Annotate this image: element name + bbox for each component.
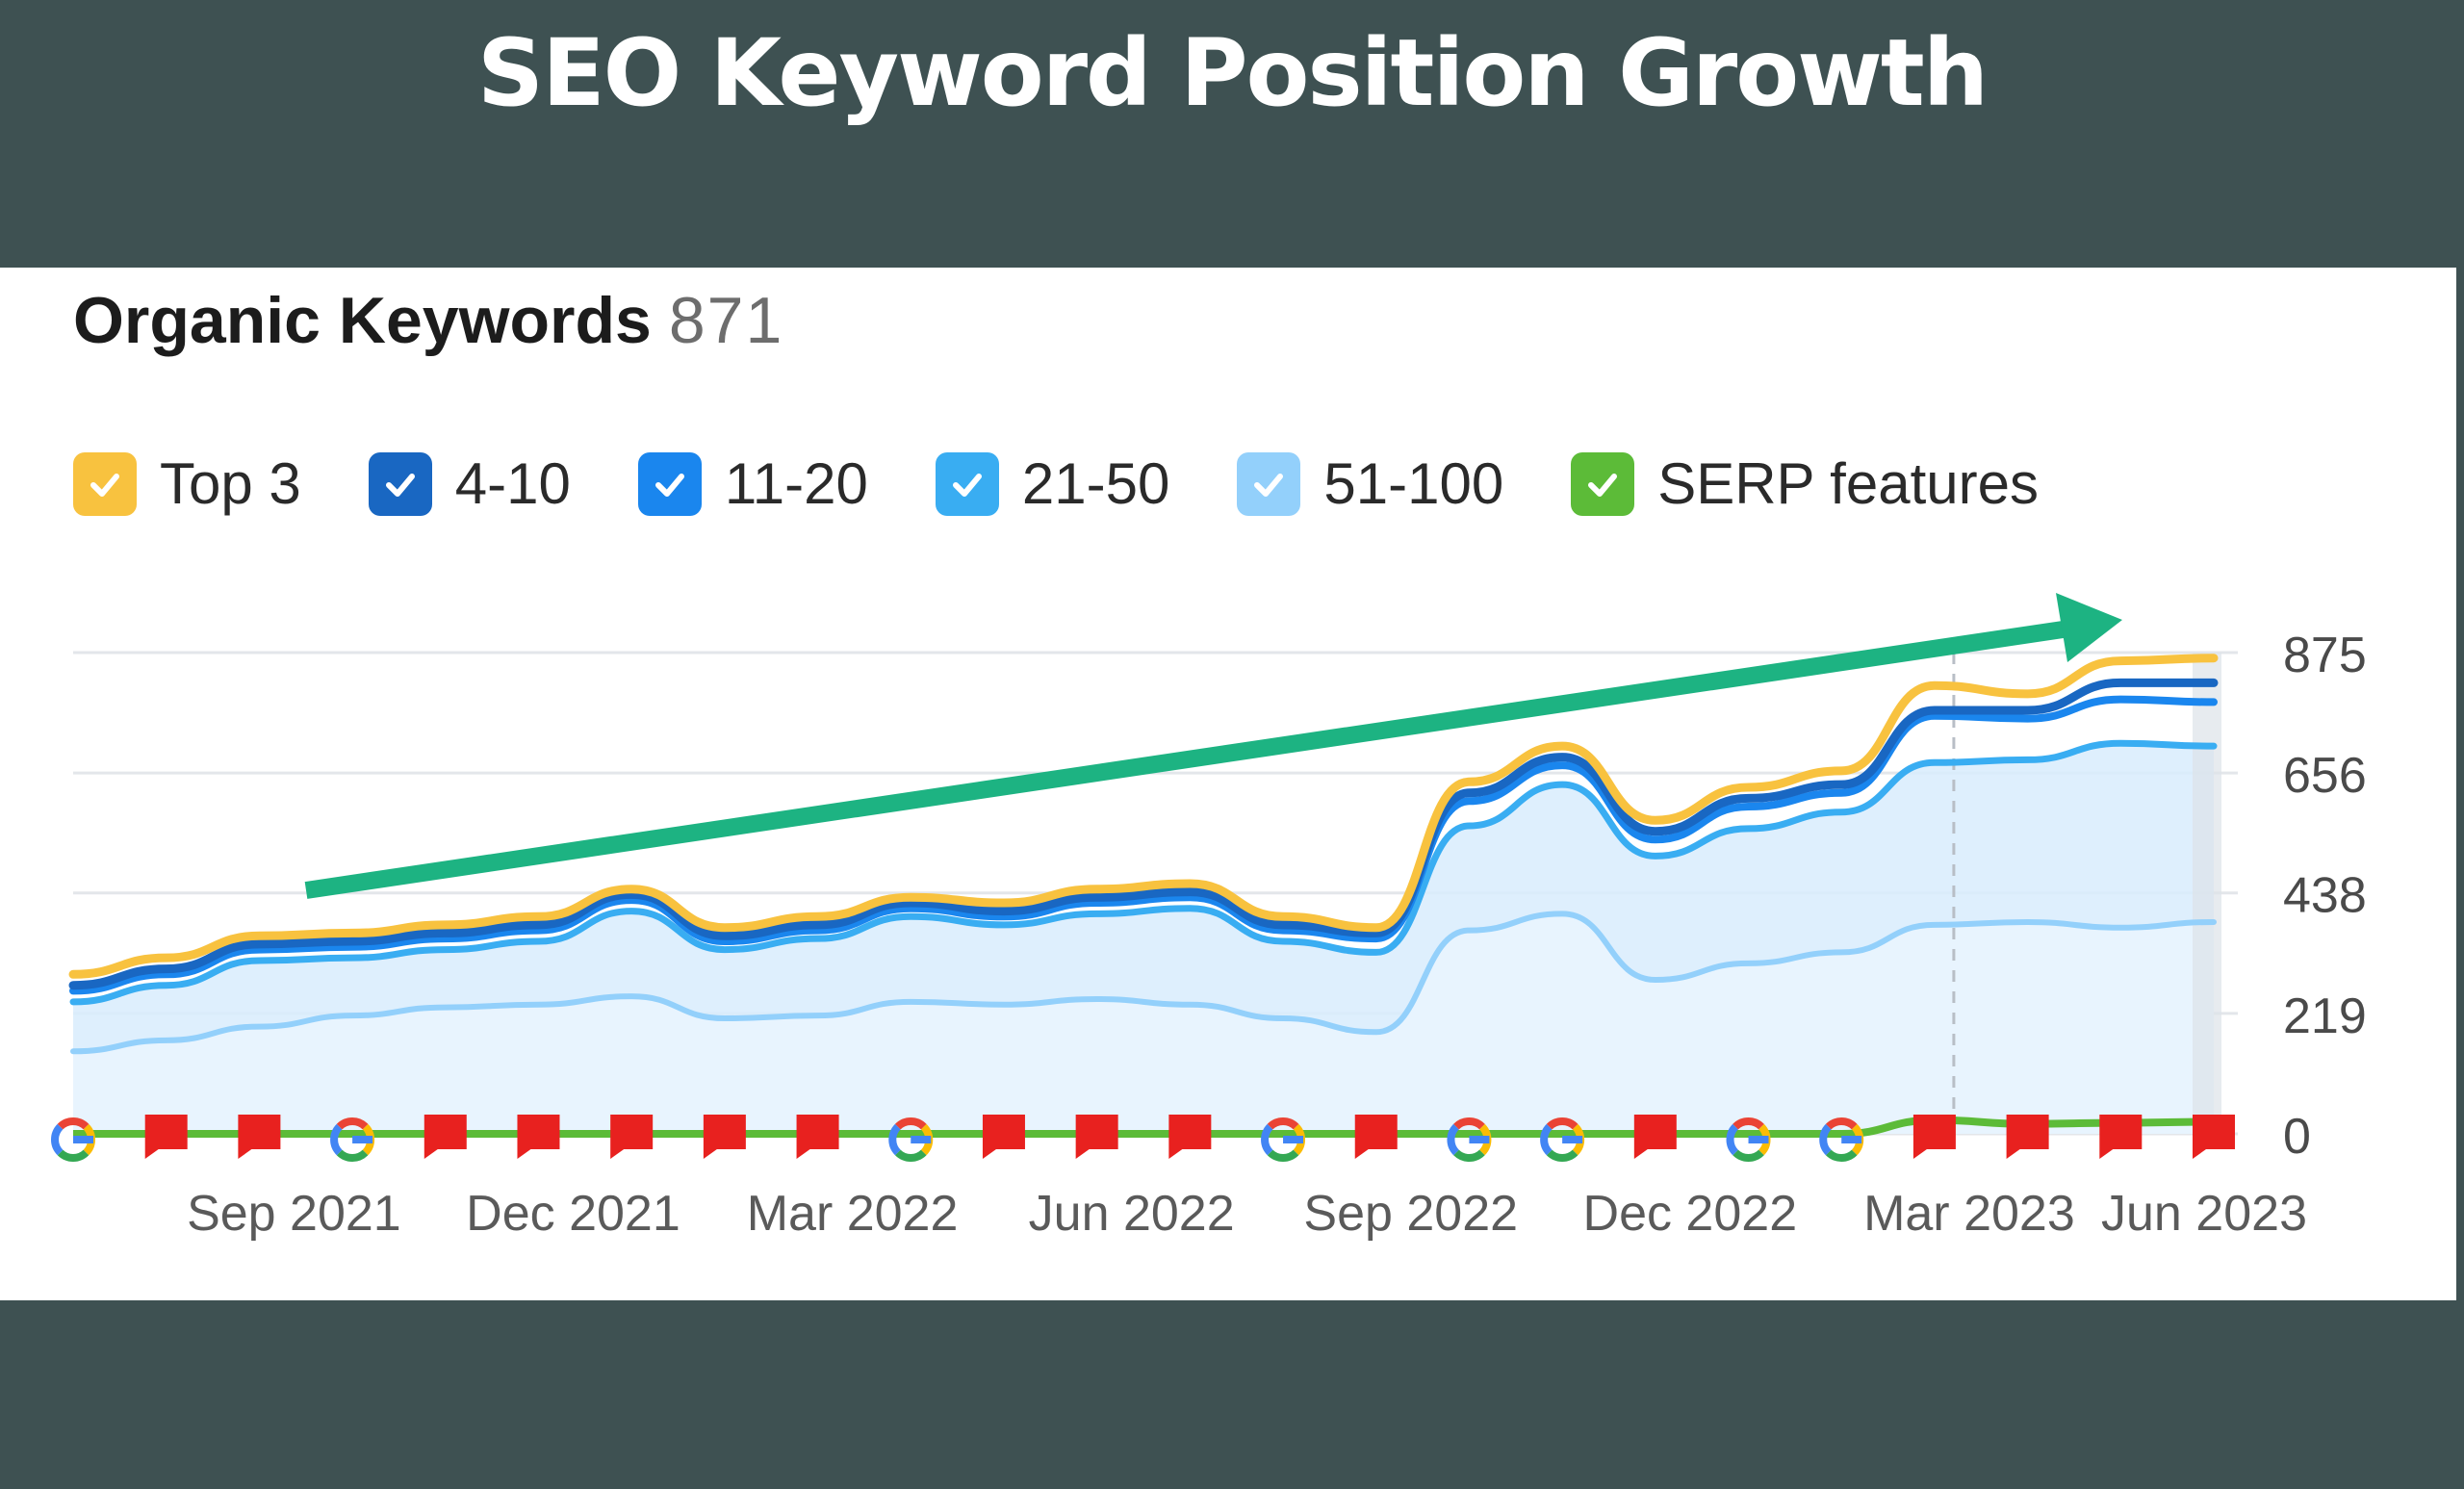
flag-marker-icon xyxy=(610,1115,654,1159)
area-51-100-overlay xyxy=(73,913,2214,1134)
x-tick-label: Mar 2022 xyxy=(747,1186,959,1242)
flag-marker-icon xyxy=(424,1115,467,1159)
checkbox-4-10[interactable] xyxy=(368,451,432,516)
series-11-20-line xyxy=(69,695,2218,995)
panel-title: Organic Keywords 871 xyxy=(73,283,783,358)
checkbox-serp-features[interactable] xyxy=(1571,451,1635,516)
y-tick-label: 875 xyxy=(2283,628,2367,683)
flag-marker-icon xyxy=(1168,1115,1212,1159)
x-tick-label: Mar 2023 xyxy=(1863,1186,2075,1242)
google-marker-icon xyxy=(1726,1117,1771,1162)
x-tick-label: Jun 2023 xyxy=(2101,1186,2307,1242)
trend-arrow-shaft xyxy=(304,620,2071,899)
check-icon xyxy=(1254,473,1284,497)
checkbox-51-100[interactable] xyxy=(1237,451,1301,516)
google-marker-icon xyxy=(1819,1117,1864,1162)
y-tick-label: 438 xyxy=(2283,868,2367,924)
check-icon xyxy=(1588,473,1618,497)
y-tick-label: 219 xyxy=(2283,988,2367,1044)
google-marker-icon xyxy=(51,1117,95,1162)
flag-marker-icon xyxy=(2193,1115,2235,1159)
check-icon xyxy=(90,473,119,497)
legend-label: 11-20 xyxy=(724,451,868,516)
legend: Top 3 4-10 11-20 21-50 51-100 SERP featu… xyxy=(73,450,2106,517)
google-marker-icon xyxy=(1261,1117,1305,1162)
flag-marker-icon xyxy=(2006,1115,2049,1159)
flag-marker-icon xyxy=(2099,1115,2143,1159)
keywords-area-chart: 0 219 438 656 875 Sep 2021 Dec 2021 Mar 2022 Jun… xyxy=(51,593,2367,1242)
google-marker-icon xyxy=(888,1117,934,1162)
legend-label: 21-50 xyxy=(1021,451,1170,516)
organic-keywords-panel: Organic Keywords 871 Top 3 4-10 11-20 21-… xyxy=(0,268,2456,1300)
flag-marker-icon xyxy=(1354,1115,1398,1159)
check-icon xyxy=(385,473,415,497)
current-period-shade xyxy=(2193,653,2221,1134)
trend-arrow-head xyxy=(2056,593,2122,662)
y-tick-label: 0 xyxy=(2283,1109,2311,1165)
checkbox-11-20[interactable] xyxy=(637,451,702,516)
legend-label: 51-100 xyxy=(1323,451,1504,516)
y-tick-label: 656 xyxy=(2283,748,2367,804)
google-marker-icon xyxy=(1540,1117,1585,1162)
series-top3-line xyxy=(68,654,2219,979)
google-marker-icon xyxy=(1447,1117,1492,1162)
legend-label: 4-10 xyxy=(454,451,571,516)
headline-title: SEO Keyword Position Growth xyxy=(476,19,1989,127)
flag-marker-icon xyxy=(703,1115,746,1159)
x-tick-label: Jun 2022 xyxy=(1029,1186,1235,1242)
legend-label: SERP features xyxy=(1657,451,2039,516)
legend-item-11-20[interactable]: 11-20 xyxy=(637,450,868,517)
flag-marker-icon xyxy=(796,1115,839,1159)
legend-item-21-50[interactable]: 21-50 xyxy=(935,450,1170,517)
legend-item-51-100[interactable]: 51-100 xyxy=(1237,450,1503,517)
keyword-count: 871 xyxy=(668,284,784,357)
panel-title-text: Organic Keywords xyxy=(73,284,652,357)
x-tick-label: Sep 2021 xyxy=(187,1186,401,1242)
checkbox-top3[interactable] xyxy=(73,451,137,516)
checkbox-21-50[interactable] xyxy=(935,451,999,516)
flag-marker-icon xyxy=(1633,1115,1677,1159)
legend-item-4-10[interactable]: 4-10 xyxy=(368,450,571,517)
check-icon xyxy=(654,473,684,497)
series-51-100-line xyxy=(70,911,2217,1055)
series-21-50-line xyxy=(69,739,2218,1006)
flag-marker-icon xyxy=(982,1115,1025,1159)
flag-marker-icon xyxy=(1075,1115,1118,1159)
flag-marker-icon xyxy=(144,1115,188,1159)
legend-item-top3[interactable]: Top 3 xyxy=(73,450,301,517)
series-4-10-line xyxy=(68,678,2219,990)
x-tick-label: Dec 2022 xyxy=(1583,1186,1798,1242)
x-tick-label: Sep 2022 xyxy=(1303,1186,1518,1242)
flag-marker-icon xyxy=(238,1115,281,1159)
check-icon xyxy=(952,473,982,497)
flag-marker-icon xyxy=(517,1115,560,1159)
google-marker-icon xyxy=(330,1117,375,1162)
legend-item-serp-features[interactable]: SERP features xyxy=(1571,450,2039,517)
x-tick-label: Dec 2021 xyxy=(466,1186,680,1242)
legend-label: Top 3 xyxy=(160,451,301,516)
flag-marker-icon xyxy=(1912,1115,1956,1159)
